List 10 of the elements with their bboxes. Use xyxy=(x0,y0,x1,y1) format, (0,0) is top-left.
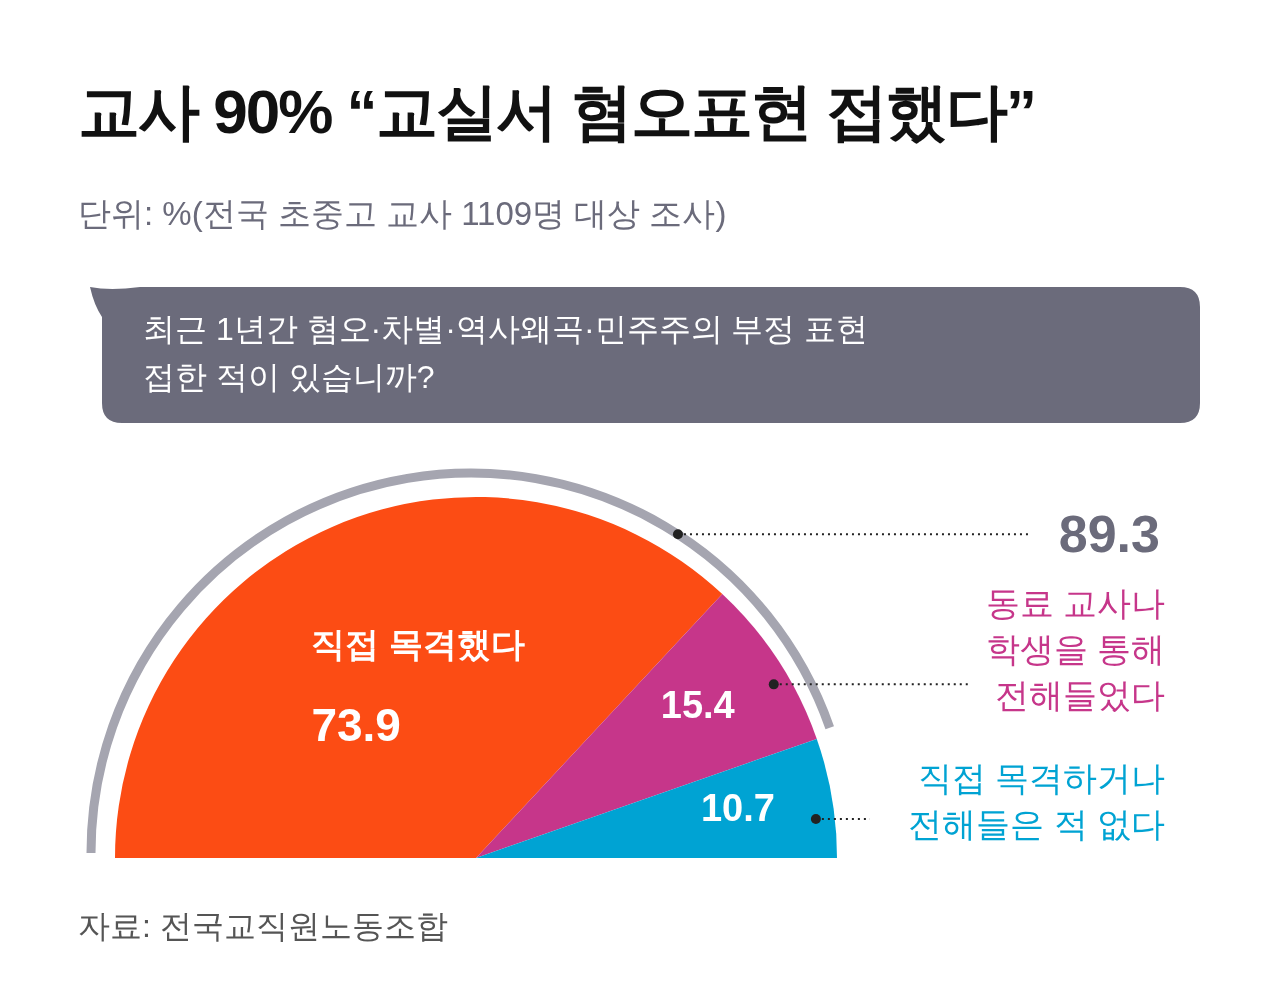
slice-label: 직접 목격하거나 전해들은 적 없다 xyxy=(907,758,1165,845)
slice-label: 동료 교사나 학생을 통해 전해들었다 xyxy=(984,583,1165,716)
text: 89.3 xyxy=(1058,505,1160,564)
chart-subtitle: 단위: %(전국 초중고 교사 1109명 대상 조사) xyxy=(78,194,727,234)
text: 자료: 전국교직원노동조합 xyxy=(78,907,448,946)
data-label: 73.9 xyxy=(311,699,401,752)
slice-label: 직접 목격했다 xyxy=(311,625,525,664)
data-label: 10.7 xyxy=(700,786,775,829)
chart-title: 교사 90% “교실서 혐오표현 접했다” xyxy=(78,76,1035,148)
data-label: 15.4 xyxy=(660,684,735,727)
